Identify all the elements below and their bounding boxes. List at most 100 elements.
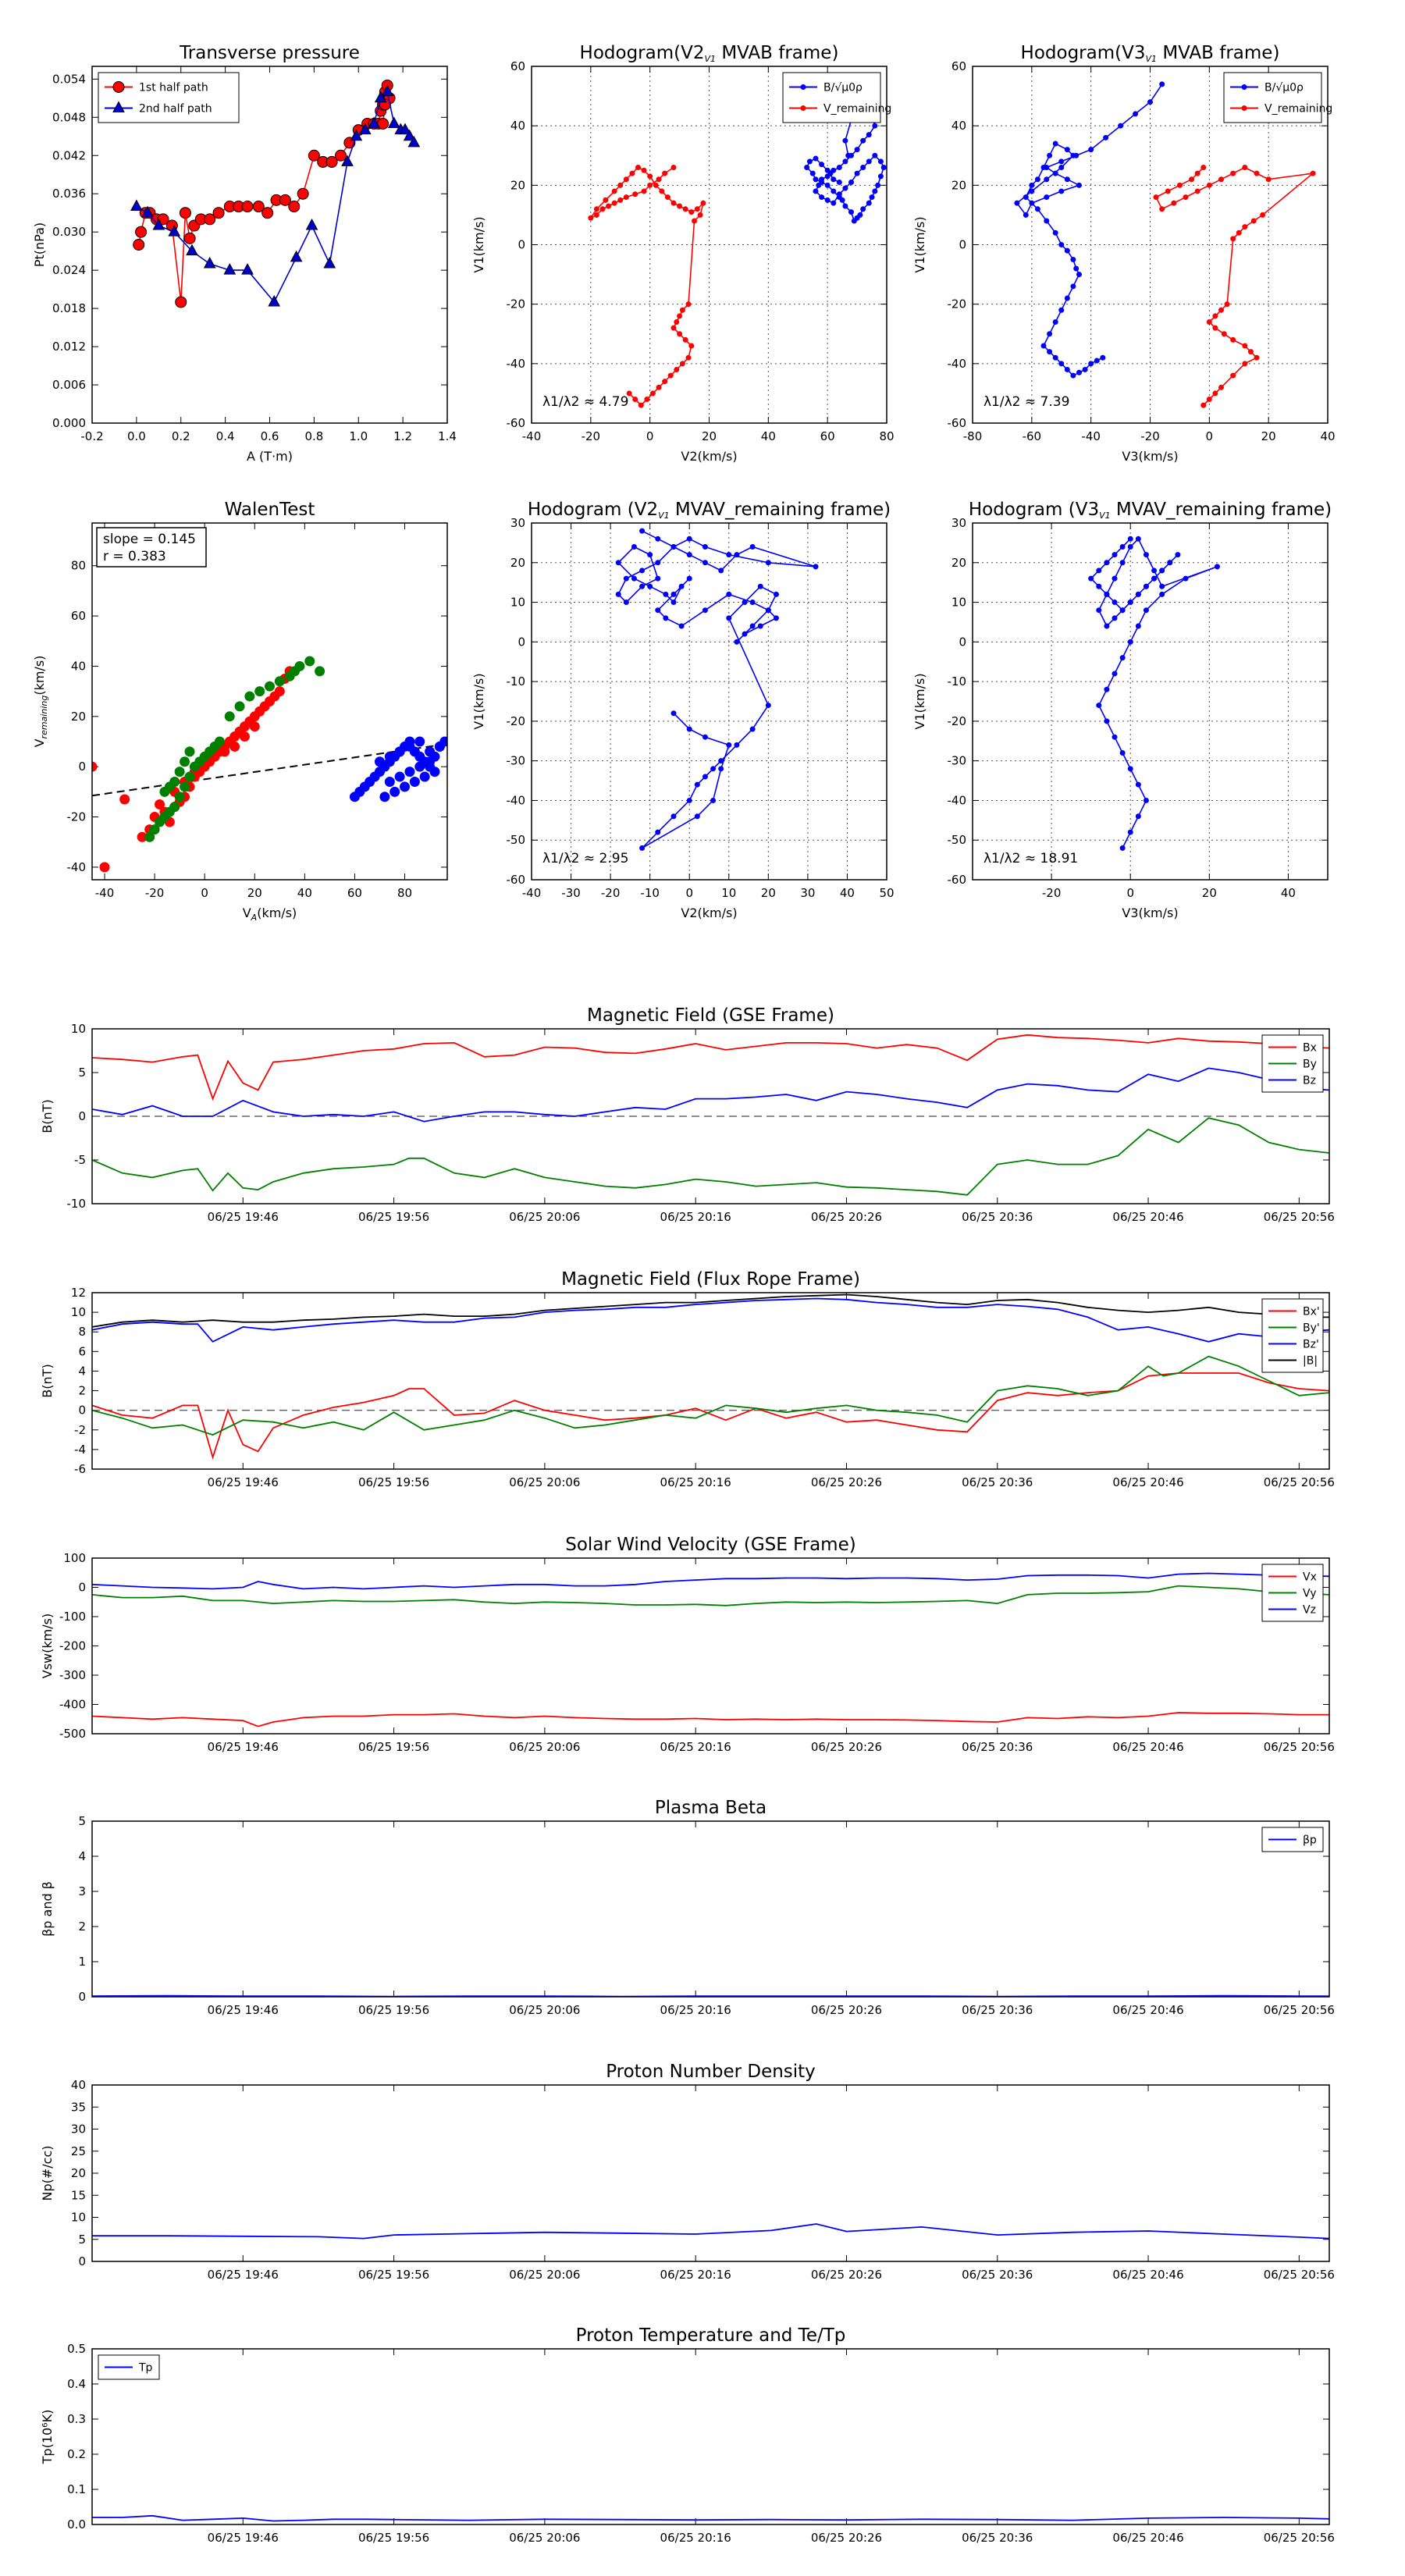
data-point <box>1076 369 1082 375</box>
data-point <box>403 129 416 141</box>
legend-frame <box>1223 72 1322 123</box>
data-point <box>726 615 732 621</box>
y-tick-label: 25 <box>71 2144 86 2158</box>
data-point <box>1194 188 1200 194</box>
data-point <box>656 384 662 390</box>
x-tick-label: 06/25 20:06 <box>509 1475 580 1489</box>
data-point <box>1206 319 1212 326</box>
data-point <box>1096 583 1102 589</box>
data-point <box>1047 152 1053 158</box>
data-point <box>1023 194 1029 201</box>
data-point <box>389 786 400 797</box>
data-point <box>854 147 860 153</box>
data-point <box>407 135 421 148</box>
data-point <box>647 552 653 558</box>
x-tick-label: 06/25 20:36 <box>962 2003 1033 2017</box>
data-point <box>726 742 732 748</box>
x-tick-label: 60 <box>347 886 362 900</box>
y-axis-label: Vsw(km/s) <box>40 1614 55 1678</box>
data-point <box>679 361 685 367</box>
data-point <box>1112 552 1118 558</box>
data-point <box>1218 176 1224 183</box>
data-point <box>599 206 606 212</box>
x-tick-label: 06/25 19:56 <box>358 2531 429 2545</box>
data-point <box>749 600 756 606</box>
legend-marker <box>1241 84 1247 90</box>
data-point <box>1052 170 1058 176</box>
data-point <box>229 741 240 752</box>
x-tick-label: 80 <box>397 886 412 900</box>
x-axis-label: VA(km/s) <box>243 906 297 923</box>
data-point <box>261 207 274 219</box>
chart-title: Proton Number Density <box>606 2062 816 2082</box>
data-point <box>1236 229 1242 236</box>
data-point <box>641 188 647 194</box>
plot-frame <box>91 1557 1330 1735</box>
data-point <box>1218 307 1224 313</box>
data-point <box>204 213 216 226</box>
data-point <box>234 701 245 712</box>
data-point <box>1070 372 1076 379</box>
x-tick-label: 06/25 20:56 <box>1264 2003 1335 2017</box>
legend: B/√μ0ρ V_remaining <box>1223 72 1332 123</box>
series-line <box>92 2223 1329 2240</box>
data-point <box>697 212 703 218</box>
legend-label: By' <box>1303 1322 1320 1335</box>
x-tick-label: 06/25 20:06 <box>509 1740 580 1754</box>
data-point <box>1127 543 1133 550</box>
data-point <box>686 575 692 582</box>
y-tick-label: 0.5 <box>67 2342 86 2356</box>
eigenvalue-ratio-annotation: λ1/λ2 ≈ 2.95 <box>542 851 628 866</box>
x-tick-label: -20 <box>145 886 165 900</box>
data-point <box>1112 575 1118 582</box>
data-point <box>1159 206 1165 212</box>
legend: Bx By Bz <box>1261 1034 1324 1093</box>
y-tick-label: 0.024 <box>52 263 86 277</box>
data-point <box>1096 607 1102 614</box>
data-point <box>290 250 303 262</box>
y-axis-label: Np(#/cc) <box>40 2146 55 2201</box>
data-point <box>224 711 235 722</box>
y-tick-label: -20 <box>948 714 967 728</box>
y-tick-label: -40 <box>507 793 526 807</box>
fit-stats-text: slope = 0.145 <box>103 532 196 547</box>
data-point <box>1135 623 1141 629</box>
data-point <box>872 152 878 158</box>
data-point <box>1029 182 1035 188</box>
data-point <box>135 226 148 238</box>
plot-background <box>92 1558 1329 1734</box>
plot-frame <box>972 66 1329 424</box>
data-point <box>1076 272 1082 278</box>
x-tick-label: 0.0 <box>127 429 146 443</box>
chart-title: Hodogram (V2V1 MVAV_remaining frame) <box>528 500 891 521</box>
data-point <box>773 615 779 621</box>
x-tick-label: 06/25 20:56 <box>1264 1475 1335 1489</box>
y-tick-label: -4 <box>74 1443 86 1457</box>
y-tick-label: 20 <box>951 556 966 570</box>
data-point <box>655 575 661 582</box>
data-point <box>860 137 866 144</box>
legend-label: By <box>1303 1059 1317 1071</box>
data-point <box>315 666 325 677</box>
x-tick-label: 06/25 19:46 <box>208 1475 279 1489</box>
legend: 1st half path 2nd half path <box>98 72 240 123</box>
data-point <box>824 167 831 173</box>
y-tick-label: -10 <box>507 674 526 688</box>
y-tick-label: 0.018 <box>52 301 86 315</box>
x-tick-label: 10 <box>721 886 736 900</box>
data-point <box>872 123 878 129</box>
data-point <box>631 575 637 582</box>
data-point <box>274 676 285 687</box>
data-point <box>872 188 878 194</box>
chart-panel: Hodogram (V3V1 MVAV_remaining frame) -20 0… <box>912 500 1332 920</box>
series-line <box>92 1117 1329 1196</box>
data-point <box>414 736 425 747</box>
data-point <box>644 397 650 403</box>
legend-frame <box>98 72 240 123</box>
data-point <box>1212 313 1218 319</box>
data-point <box>667 372 674 379</box>
x-tick-label: 0 <box>1206 429 1214 443</box>
data-point <box>1218 384 1224 390</box>
x-tick-label: 20 <box>761 886 776 900</box>
data-point <box>718 758 724 764</box>
